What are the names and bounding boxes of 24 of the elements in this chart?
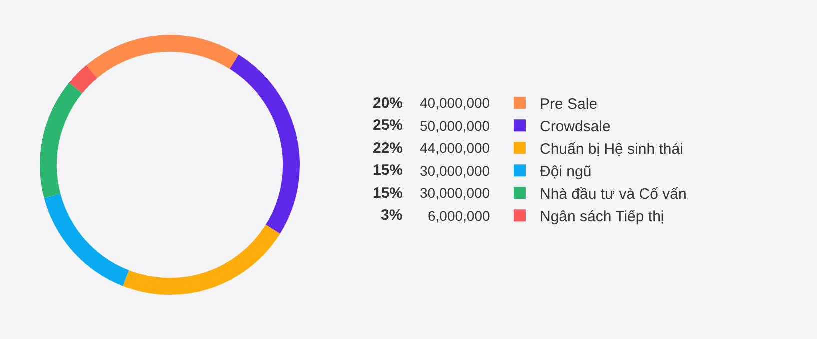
text: 44,000,000 [420, 140, 490, 156]
legend-label: Ngân sách Tiếp thị [540, 208, 664, 226]
text: 25% [373, 117, 404, 134]
text: 30,000,000 [420, 163, 490, 179]
donut-slice [230, 54, 300, 234]
legend-label: Crowdsale [540, 118, 611, 136]
donut-slice [40, 82, 82, 198]
text: 6,000,000 [428, 208, 490, 224]
text: 50,000,000 [420, 118, 490, 134]
legend-label: Đội ngũ [540, 163, 592, 180]
legend-label: Chuẩn bị Hệ sinh thái [540, 140, 684, 158]
text: 3% [381, 207, 403, 224]
text: 30,000,000 [420, 185, 490, 201]
text: 15% [373, 185, 404, 202]
donut-slice [122, 224, 280, 295]
donut-slice [69, 65, 98, 94]
legend-label: Pre Sale [540, 96, 598, 113]
text: 22% [373, 140, 404, 157]
legend-label: Nhà đầu tư và Cố vấn [540, 186, 687, 203]
donut-slice [44, 194, 130, 286]
text: 40,000,000 [420, 95, 490, 111]
text: 15% [373, 162, 404, 179]
donut-slice [86, 35, 239, 78]
text: 20% [373, 95, 404, 112]
